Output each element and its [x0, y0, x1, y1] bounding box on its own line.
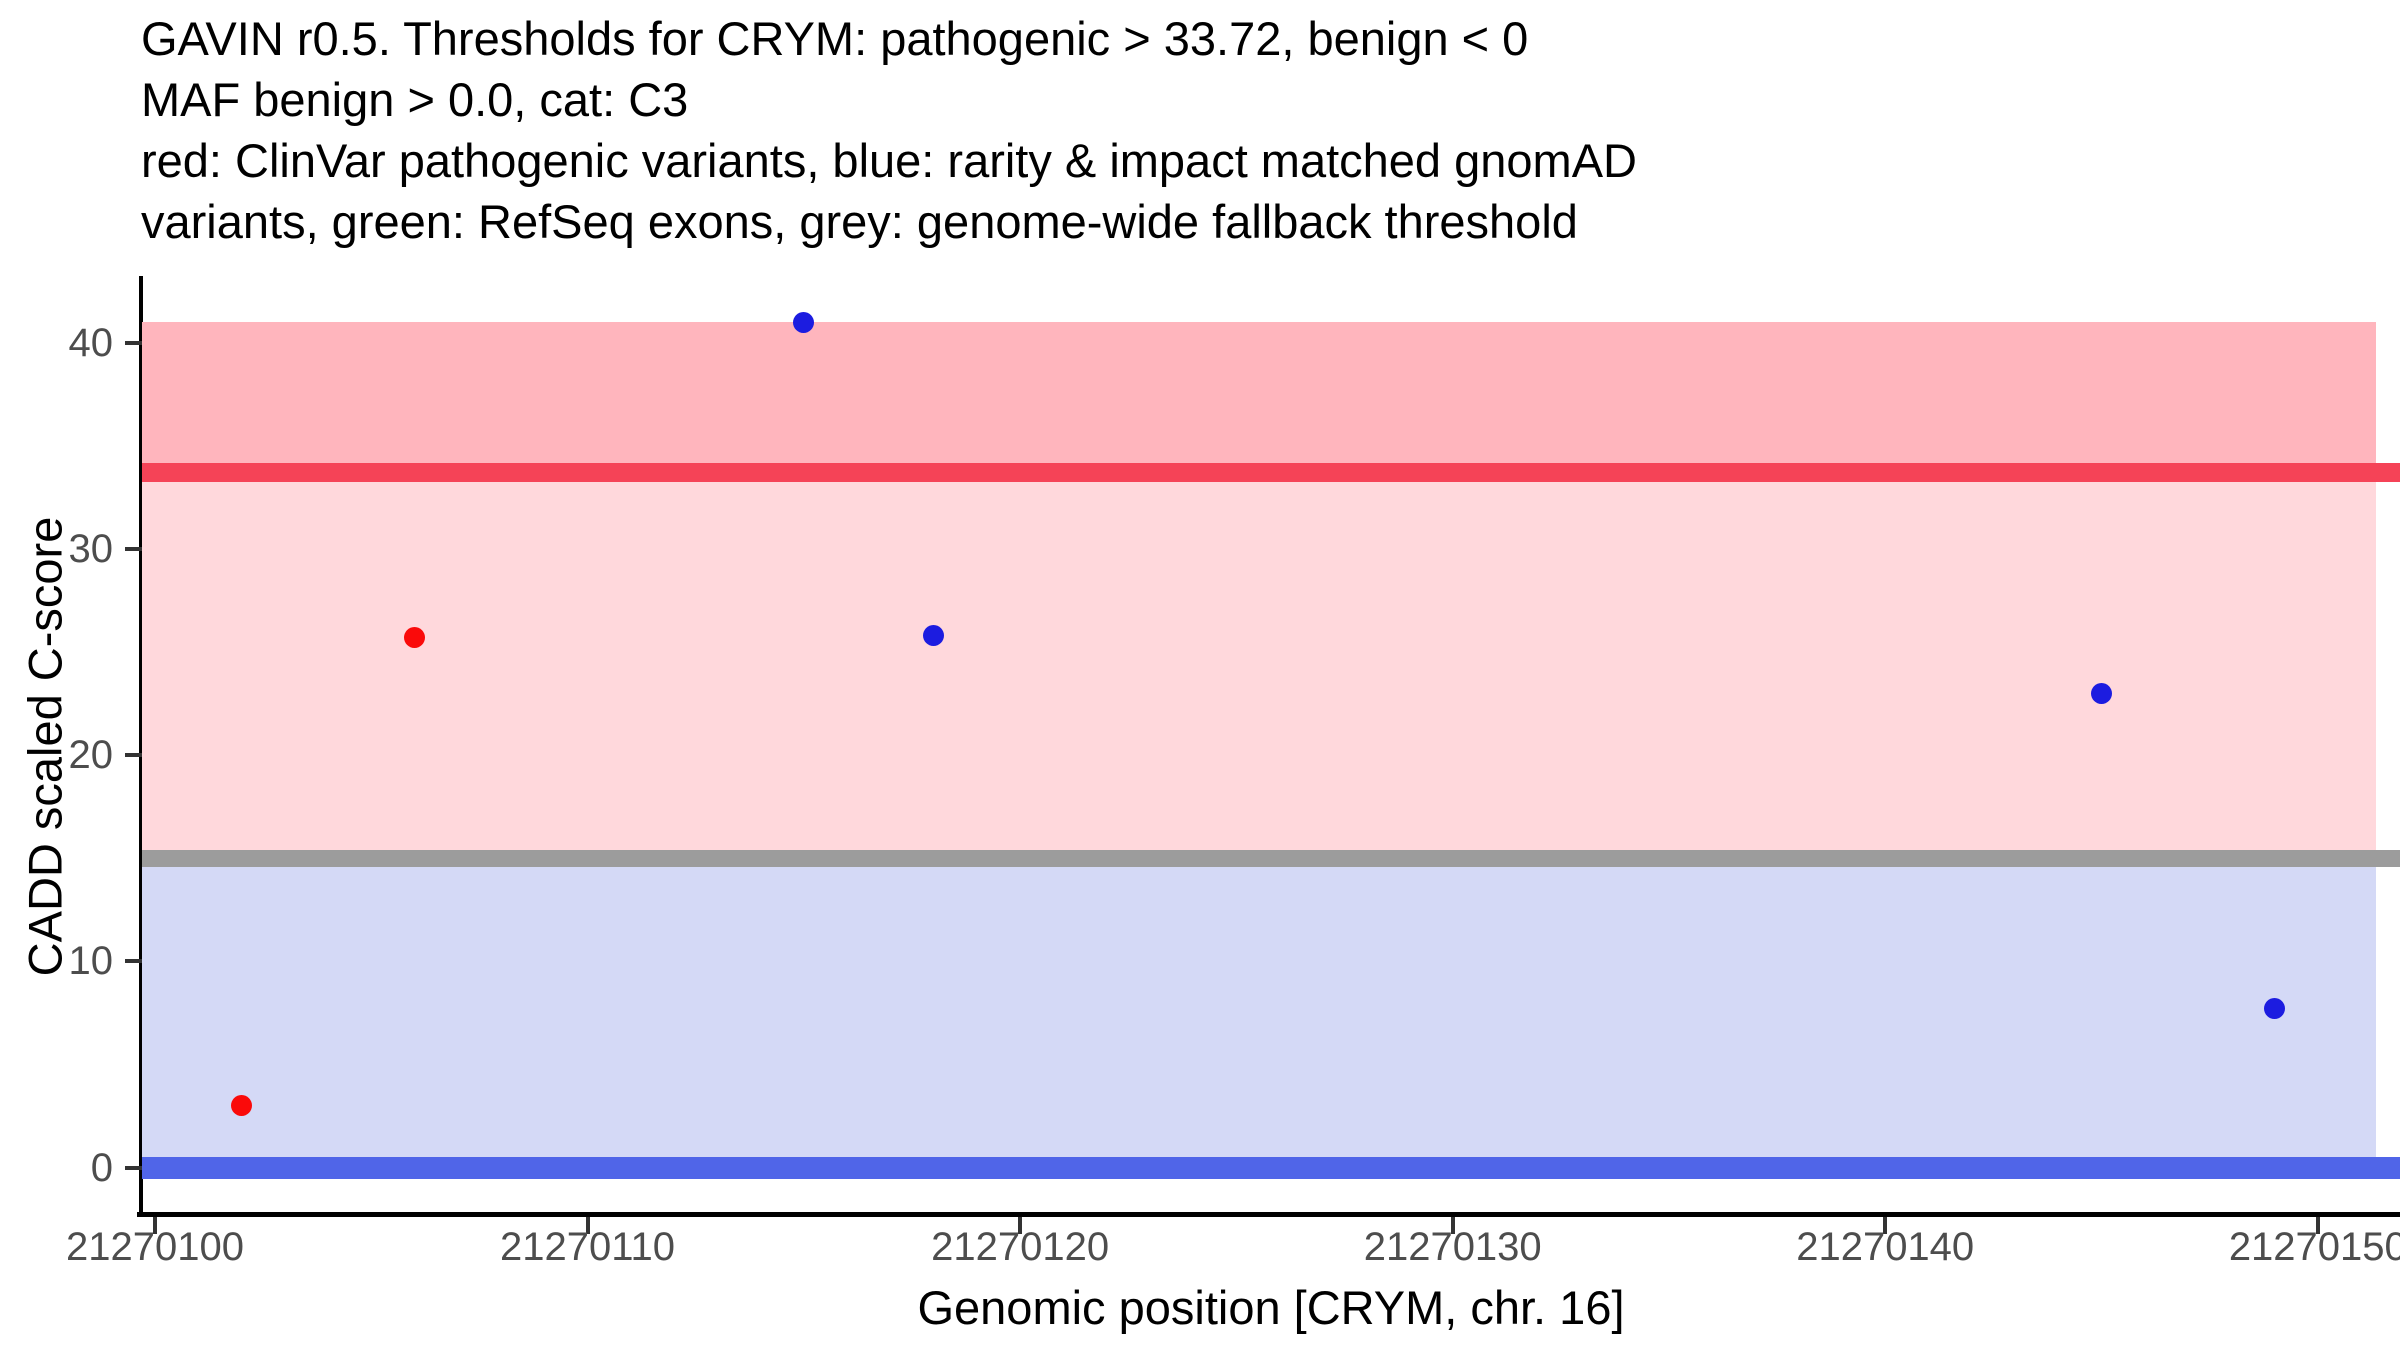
data-point-series-1: [404, 627, 425, 649]
y-tick-label: 20: [68, 733, 114, 778]
threshold-line-pathogenic-threshold: [142, 462, 2400, 482]
x-tick-mark: [1450, 1217, 1455, 1234]
data-point-series-1: [231, 1095, 252, 1117]
x-tick-label: 21270110: [500, 1225, 675, 1269]
x-tick-mark: [585, 1217, 590, 1234]
x-tick-label: 21270150: [2228, 1225, 2400, 1269]
data-point-series-2: [923, 625, 945, 647]
y-tick-mark: [125, 340, 142, 345]
y-tick-mark: [125, 753, 142, 758]
band-benign-zone: [142, 858, 2377, 1168]
y-tick-label: 40: [68, 320, 114, 365]
plot-panel: [142, 278, 2400, 1214]
threshold-line-genome-wide-fallback-threshold: [142, 849, 2400, 867]
x-tick-label: 21270100: [66, 1225, 244, 1269]
y-tick-label: 0: [90, 1145, 113, 1190]
y-tick-mark: [125, 1165, 142, 1170]
x-tick-mark: [153, 1217, 157, 1234]
threshold-line-benign-threshold: [142, 1156, 2400, 1179]
x-axis-line: [137, 1212, 2400, 1217]
band-pathogenic-zone: [142, 322, 2377, 473]
y-axis-line: [139, 276, 143, 1216]
data-point-series-2: [793, 311, 815, 333]
x-tick-label: 21270140: [1796, 1225, 1975, 1269]
band-vus-zone: [142, 472, 2377, 859]
title-line-1: GAVIN r0.5. Thresholds for CRYM: pathoge…: [141, 12, 1529, 65]
y-tick-mark: [125, 547, 142, 552]
plot-title: GAVIN r0.5. Thresholds for CRYM: pathoge…: [141, 8, 1637, 252]
x-axis-title: Genomic position [CRYM, chr. 16]: [917, 1281, 1625, 1334]
y-tick-mark: [125, 959, 142, 964]
y-tick-label: 30: [68, 527, 114, 572]
x-tick-label: 21270130: [1363, 1225, 1542, 1269]
x-tick-mark: [2315, 1217, 2320, 1234]
title-line-4: variants, green: RefSeq exons, grey: gen…: [141, 195, 1578, 248]
x-tick-label: 21270120: [931, 1225, 1110, 1269]
data-point-series-2: [2091, 682, 2112, 704]
data-point-series-2: [2264, 998, 2286, 1020]
title-line-2: MAF benign > 0.0, cat: C3: [141, 73, 689, 126]
title-line-3: red: ClinVar pathogenic variants, blue: …: [141, 134, 1637, 187]
y-tick-label: 10: [68, 939, 114, 984]
x-tick-mark: [1883, 1217, 1888, 1234]
x-tick-mark: [1018, 1217, 1023, 1234]
